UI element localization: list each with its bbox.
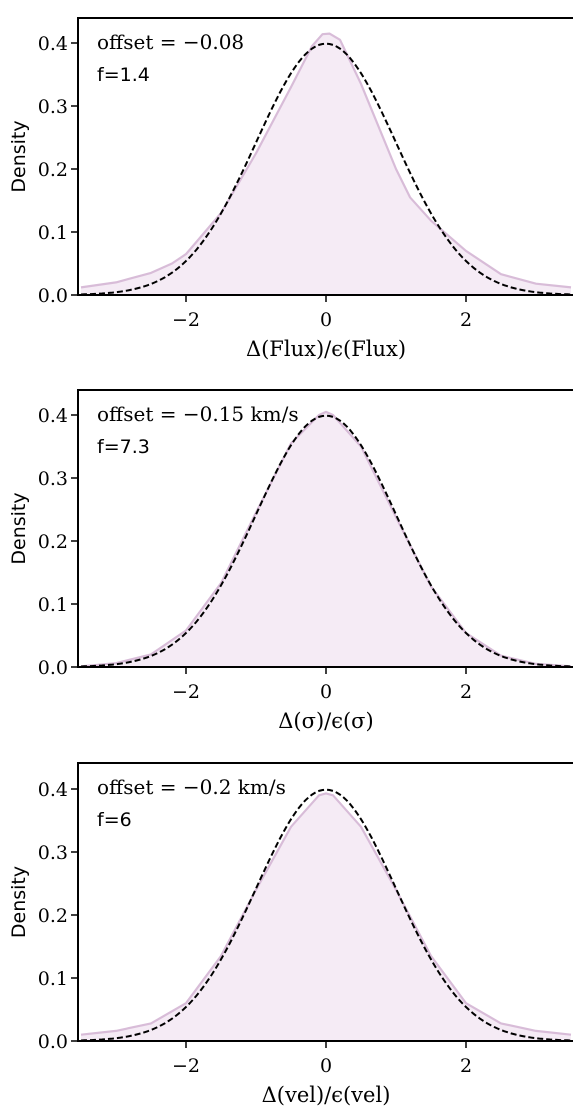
panel-3-f-annotation: f=6	[97, 809, 132, 831]
panel-3-ticks-layer: 0.0 0.1 0.2 0.3 0.4 −2 0 2	[38, 779, 472, 1077]
panel-3-ytick-label: 0.4	[38, 779, 68, 801]
panel-2-ytick-label: 0.2	[38, 531, 68, 553]
panel-2: 0.00.10.20.30.4−2 0 2 offset = −0.15 km/s …	[8, 389, 573, 733]
panel-1-xtick-label: 2	[460, 309, 472, 331]
panel-3-offset-annotation: offset = −0.2 km/s	[97, 775, 286, 799]
panel-1-y-axis-title: Density	[8, 120, 30, 192]
panel-2-ytick-label: 0.4	[38, 405, 68, 427]
panel-3: 0.0 0.1 0.2 0.3 0.4 −2 0 2 offset = −0.2 km/s f…	[8, 762, 573, 1107]
panel-3-series-1-fill	[81, 793, 571, 1041]
panel-2-xtick-label: 0	[320, 681, 332, 703]
panel-2-series-1-line	[80, 410, 572, 668]
panel-3-xtick-label: 2	[460, 1055, 472, 1077]
panel-2-frame	[77, 389, 573, 668]
panel-3-ytick-label: 0.0	[38, 1031, 68, 1053]
panel-1-ytick-label: 0.2	[38, 159, 68, 181]
panel-2-x-axis-title: Δ(σ)/ϵ(σ)	[278, 709, 373, 733]
panel-3-ytick-label: 0.2	[38, 905, 68, 927]
panel-1-series-layer	[80, 32, 572, 296]
panel-1-ytick-label: 0.0	[38, 285, 68, 307]
panel-2-ytick-label: 0.0	[38, 657, 68, 679]
panel-1-xtick-label: −2	[172, 309, 200, 331]
panel-2-offset-annotation: offset = −0.15 km/s	[97, 402, 299, 426]
panel-1-f-annotation: f=1.4	[97, 64, 150, 86]
panel-1-ytick-label: 0.3	[38, 96, 68, 118]
panel-3-y-axis-title: Density	[8, 866, 30, 938]
panel-2-xtick-label: −2	[172, 681, 200, 703]
panel-3-xtick-label: −2	[172, 1055, 200, 1077]
panel-1-series-2-line	[80, 42, 572, 296]
panel-2-series-2-line	[80, 414, 572, 668]
panel-3-series-1-line	[80, 792, 572, 1036]
panel-1: 0.0 0.1 0.2 0.3 0.4 −2 0 2 offset = −0.08 f=1.4…	[8, 17, 573, 361]
panel-2-f-annotation: f=7.3	[97, 436, 150, 458]
panel-1-xtick-label: 0	[320, 309, 332, 331]
panel-3-frame	[77, 762, 573, 1042]
panel-3-series-layer	[80, 788, 572, 1042]
panel-1-ytick-label: 0.4	[38, 33, 68, 55]
panel-2-ytick-label: 0.1	[38, 594, 68, 616]
panel-1-frame	[77, 17, 573, 296]
panel-3-xtick-label: 0	[320, 1055, 332, 1077]
panel-2-ticks-layer: 0.0 0.1 0.2 0.3 0.4 −2 0 2	[38, 405, 472, 703]
panel-1-series-1-line	[80, 32, 572, 289]
panel-1-series-1-fill	[81, 33, 571, 295]
panel-1-ticks-layer: 0.0 0.1 0.2 0.3 0.4 −2 0 2	[38, 33, 472, 331]
panel-2-series-layer	[80, 410, 572, 668]
panel-3-series-2-line	[80, 788, 572, 1042]
panel-3-ytick-label: 0.3	[38, 842, 68, 864]
panel-3-ytick-label: 0.1	[38, 968, 68, 990]
panel-2-y-axis-title: Density	[8, 492, 30, 564]
panel-3-x-axis-title: Δ(vel)/ϵ(vel)	[262, 1083, 391, 1107]
panel-2-xtick-label: 2	[460, 681, 472, 703]
panel-1-offset-annotation: offset = −0.08	[97, 30, 244, 54]
panel-2-ytick-label: 0.3	[38, 468, 68, 490]
panel-1-x-axis-title: Δ(Flux)/ϵ(Flux)	[246, 337, 406, 361]
panel-2-series-1-fill	[81, 411, 571, 667]
panel-1-ytick-label: 0.1	[38, 222, 68, 244]
